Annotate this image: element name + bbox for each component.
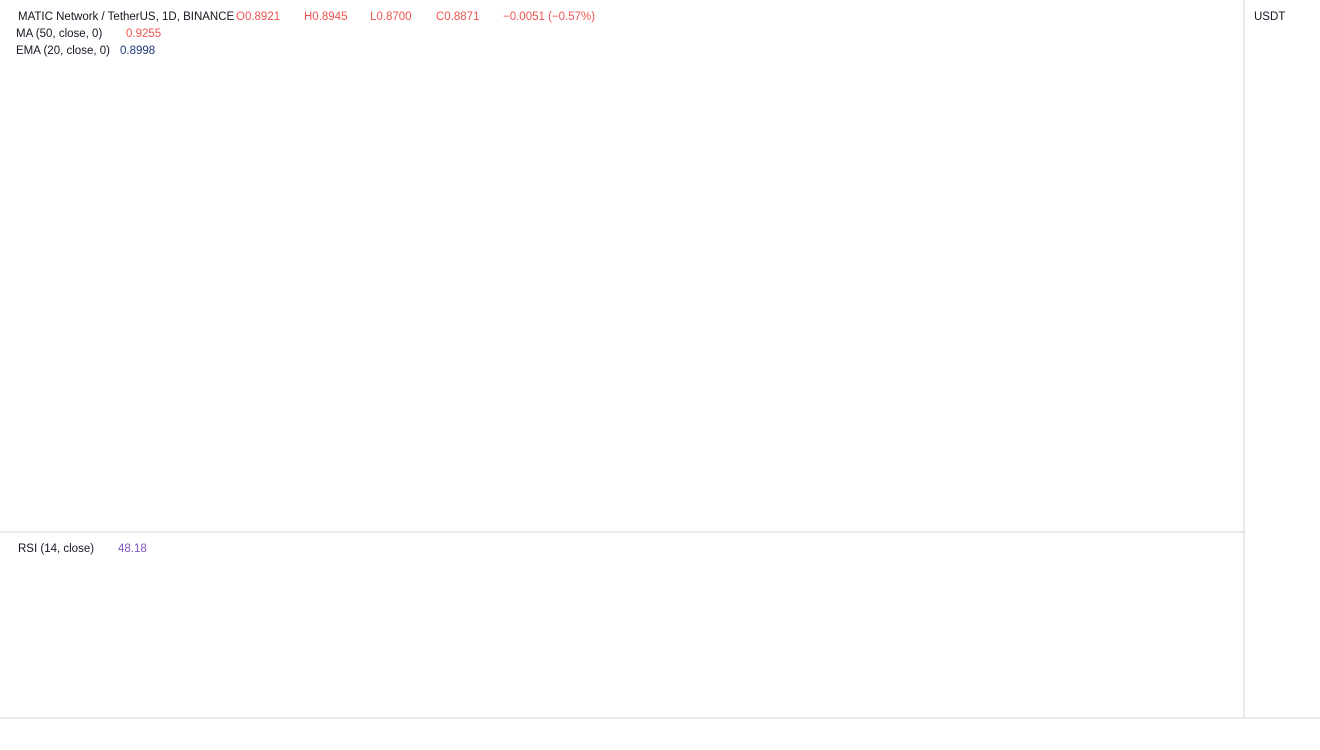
rsi-legend: RSI (14, close) <box>18 543 94 555</box>
axis-panel <box>1244 0 1320 750</box>
ohlc-high: H0.8945 <box>304 11 347 23</box>
ema-legend-value: 0.8998 <box>120 45 155 57</box>
ma-legend-value: 0.9255 <box>126 28 161 40</box>
ma-legend: MA (50, close, 0) <box>16 28 102 40</box>
ohlc-open: O0.8921 <box>236 11 280 23</box>
legend: MATIC Network / TetherUS, 1D, BINANCE O0… <box>16 11 1285 555</box>
axis-unit: USDT <box>1254 11 1285 23</box>
symbol-title: MATIC Network / TetherUS, 1D, BINANCE <box>18 11 235 23</box>
ema-legend: EMA (20, close, 0) <box>16 45 110 57</box>
ohlc-change: −0.0051 (−0.57%) <box>503 11 595 23</box>
ohlc-close: C0.8871 <box>436 11 479 23</box>
rsi-legend-value: 48.18 <box>118 543 147 555</box>
ohlc-low: L0.8700 <box>370 11 412 23</box>
